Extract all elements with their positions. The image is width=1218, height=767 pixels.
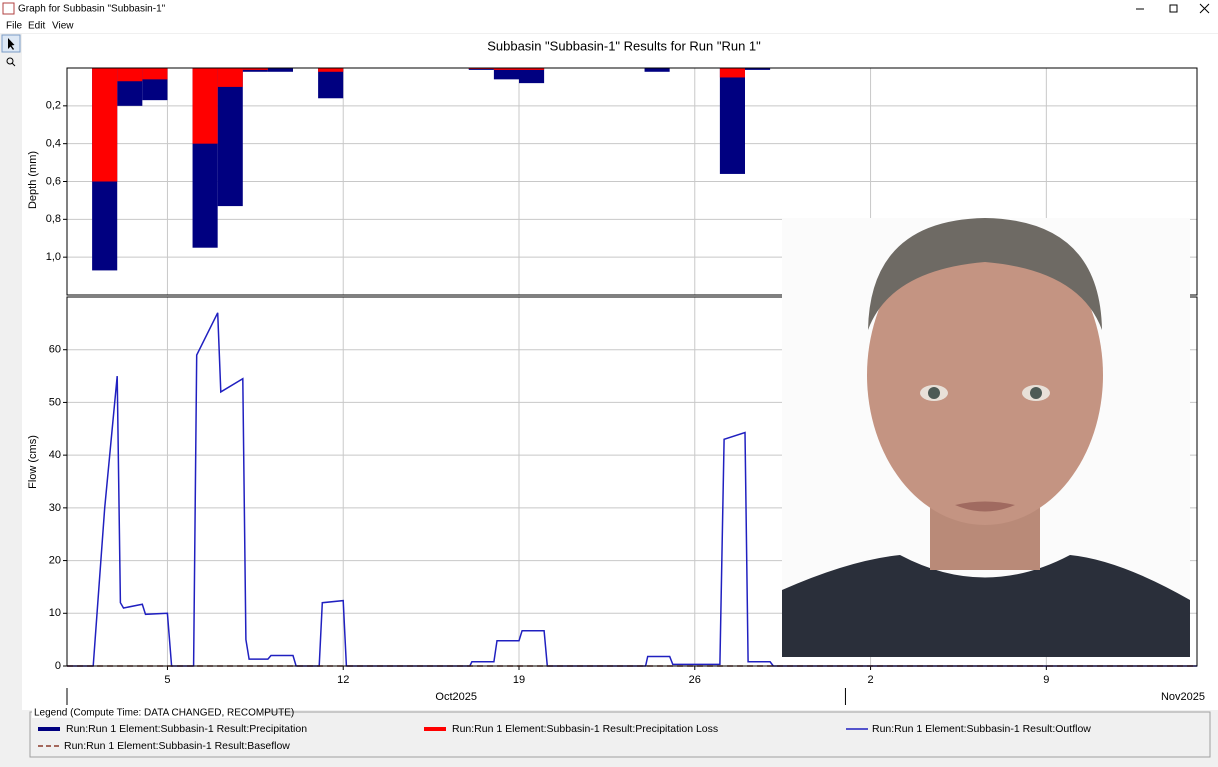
x-tick-label: 19	[513, 674, 525, 686]
y-tick-label: 1,0	[46, 251, 61, 263]
bar	[644, 68, 670, 72]
close-button[interactable]	[1199, 3, 1210, 14]
plot-border	[66, 67, 1198, 296]
legend-title: Legend (Compute Time: DATA CHANGED, RECO…	[34, 708, 294, 719]
y-tick-label: 20	[49, 554, 61, 566]
x-tick-label: 26	[689, 674, 701, 686]
bar	[318, 68, 344, 72]
bar	[745, 68, 771, 70]
month-label: Oct2025	[435, 691, 477, 703]
bar	[318, 68, 344, 99]
legend-entry: Run:Run 1 Element:Subbasin-1 Result:Outf…	[872, 723, 1091, 735]
y-tick-label: 60	[49, 344, 61, 356]
x-tick-label: 5	[164, 674, 170, 686]
line	[67, 312, 1197, 667]
y-axis-label: Flow (cms)	[27, 435, 39, 489]
bar	[92, 68, 118, 182]
legend-box	[29, 711, 1211, 758]
y-tick-label: 0,4	[46, 138, 61, 150]
bar	[117, 68, 143, 82]
app-icon	[2, 2, 15, 15]
menu-bar	[0, 18, 1218, 33]
month-label: Nov2025	[1161, 691, 1205, 703]
legend: Run:Run 1 Element:Subbasin-1 Result:Prec…	[38, 723, 1091, 752]
y-tick-label: 0,2	[46, 100, 61, 112]
y-tick-label: 0	[55, 660, 61, 672]
bar	[519, 68, 545, 70]
photo-overlay	[782, 218, 1190, 657]
restore-button[interactable]	[1169, 4, 1178, 13]
y-tick-label: 0,8	[46, 213, 61, 225]
plot-border	[66, 296, 1198, 667]
x-tick-label: 12	[337, 674, 349, 686]
bar	[267, 68, 293, 72]
bar	[242, 68, 268, 70]
y-tick-label: 10	[49, 607, 61, 619]
y-tick-label: 50	[49, 396, 61, 408]
pointer-icon	[8, 38, 15, 50]
x-tick-label: 2	[867, 674, 873, 686]
bar	[142, 68, 168, 80]
window-title: Graph for Subbasin "Subbasin-1"	[18, 4, 166, 15]
legend-title-bg	[32, 707, 264, 718]
menu-item[interactable]: Edit	[28, 21, 45, 32]
title-bar	[0, 0, 1218, 18]
legend-entry: Run:Run 1 Element:Subbasin-1 Result:Prec…	[452, 723, 718, 735]
chart-title: Subbasin "Subbasin-1" Results for Run "R…	[487, 38, 761, 53]
x-tick-label: 9	[1043, 674, 1049, 686]
zoom-handle	[11, 62, 16, 67]
bar	[493, 68, 519, 80]
bar	[719, 68, 745, 174]
bar	[217, 68, 243, 207]
bar	[192, 68, 218, 144]
y-axis-label: Depth (mm)	[27, 151, 39, 209]
y-tick-label: 40	[49, 449, 61, 461]
bar	[719, 68, 745, 78]
legend-entry: Run:Run 1 Element:Subbasin-1 Result:Base…	[64, 740, 290, 752]
bar	[519, 68, 545, 84]
legend-entry: Run:Run 1 Element:Subbasin-1 Result:Prec…	[66, 723, 307, 735]
menu-item[interactable]: File	[6, 21, 23, 32]
y-tick-label: 0,6	[46, 175, 61, 187]
zoom-tool[interactable]	[6, 57, 14, 65]
bar	[493, 68, 519, 70]
bar	[217, 68, 243, 87]
y-tick-label: 30	[49, 502, 61, 514]
menu-item[interactable]: View	[52, 21, 74, 32]
